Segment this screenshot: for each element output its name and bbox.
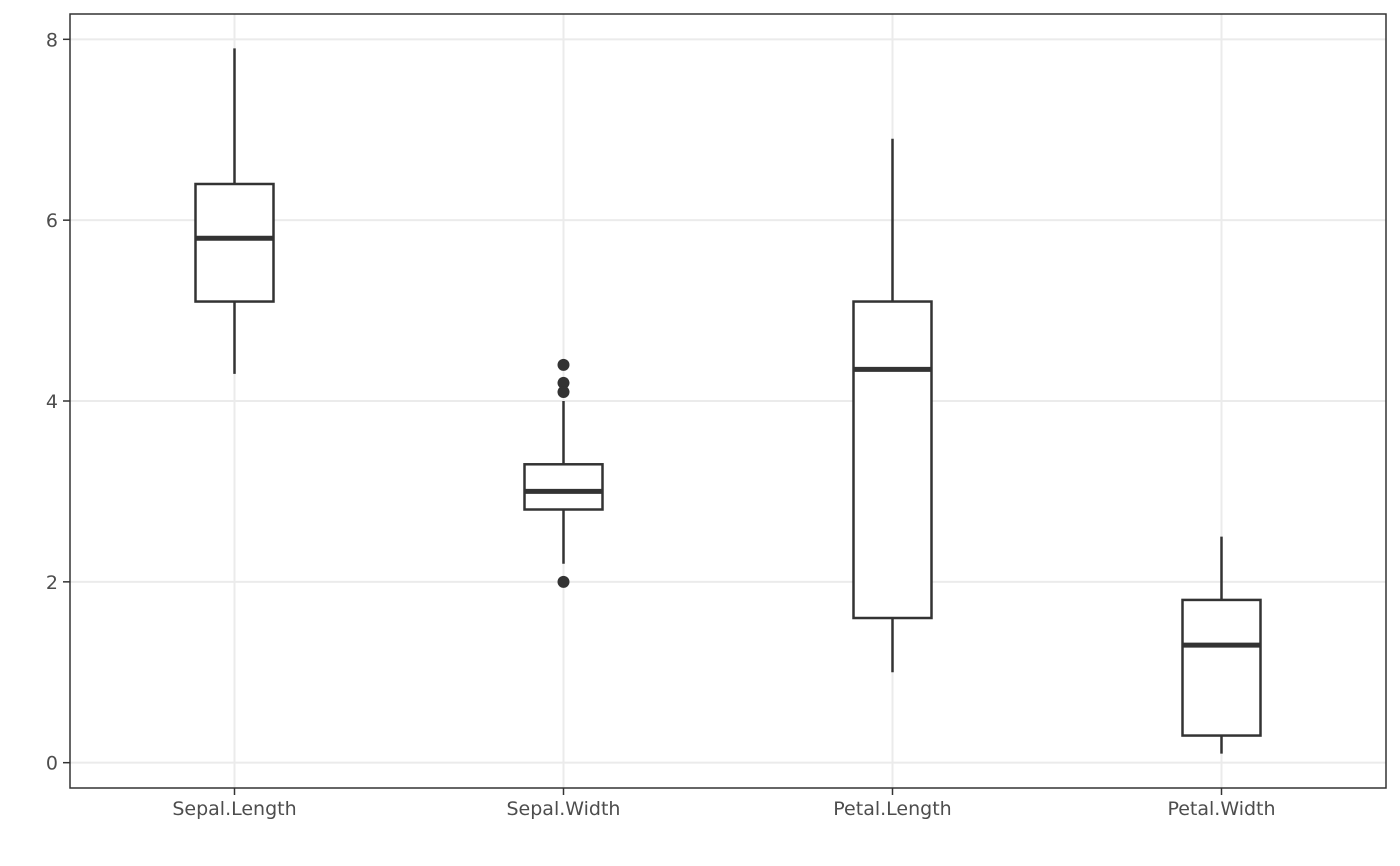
outlier-point — [557, 575, 570, 588]
y-tick-label: 0 — [46, 753, 58, 775]
y-tick-label: 8 — [46, 29, 58, 51]
outlier-point — [557, 376, 570, 389]
box-layer — [194, 48, 1262, 754]
y-tick-label: 4 — [46, 391, 58, 413]
y-tick-label: 6 — [46, 210, 58, 232]
box-group-sepal-width — [523, 358, 604, 588]
box-iqr — [1181, 598, 1262, 737]
x-tick-label: Petal.Width — [1167, 798, 1275, 820]
x-tick-label: Petal.Length — [833, 798, 951, 820]
box-iqr — [194, 182, 275, 303]
box-iqr — [523, 463, 604, 511]
x-tick-label: Sepal.Length — [172, 798, 296, 820]
x-tick-label: Sepal.Width — [507, 798, 621, 820]
box-group-sepal-length — [194, 48, 275, 374]
box-group-petal-length — [852, 138, 933, 673]
outlier-point — [557, 385, 570, 398]
outlier-point — [557, 358, 570, 371]
box-iqr — [852, 300, 933, 620]
y-tick-label: 2 — [46, 572, 58, 594]
box-group-petal-width — [1181, 536, 1262, 754]
axis-layer: 0 2 4 6 8 Sepal.Length Sepal.Width Petal.Length… — [46, 29, 1276, 820]
